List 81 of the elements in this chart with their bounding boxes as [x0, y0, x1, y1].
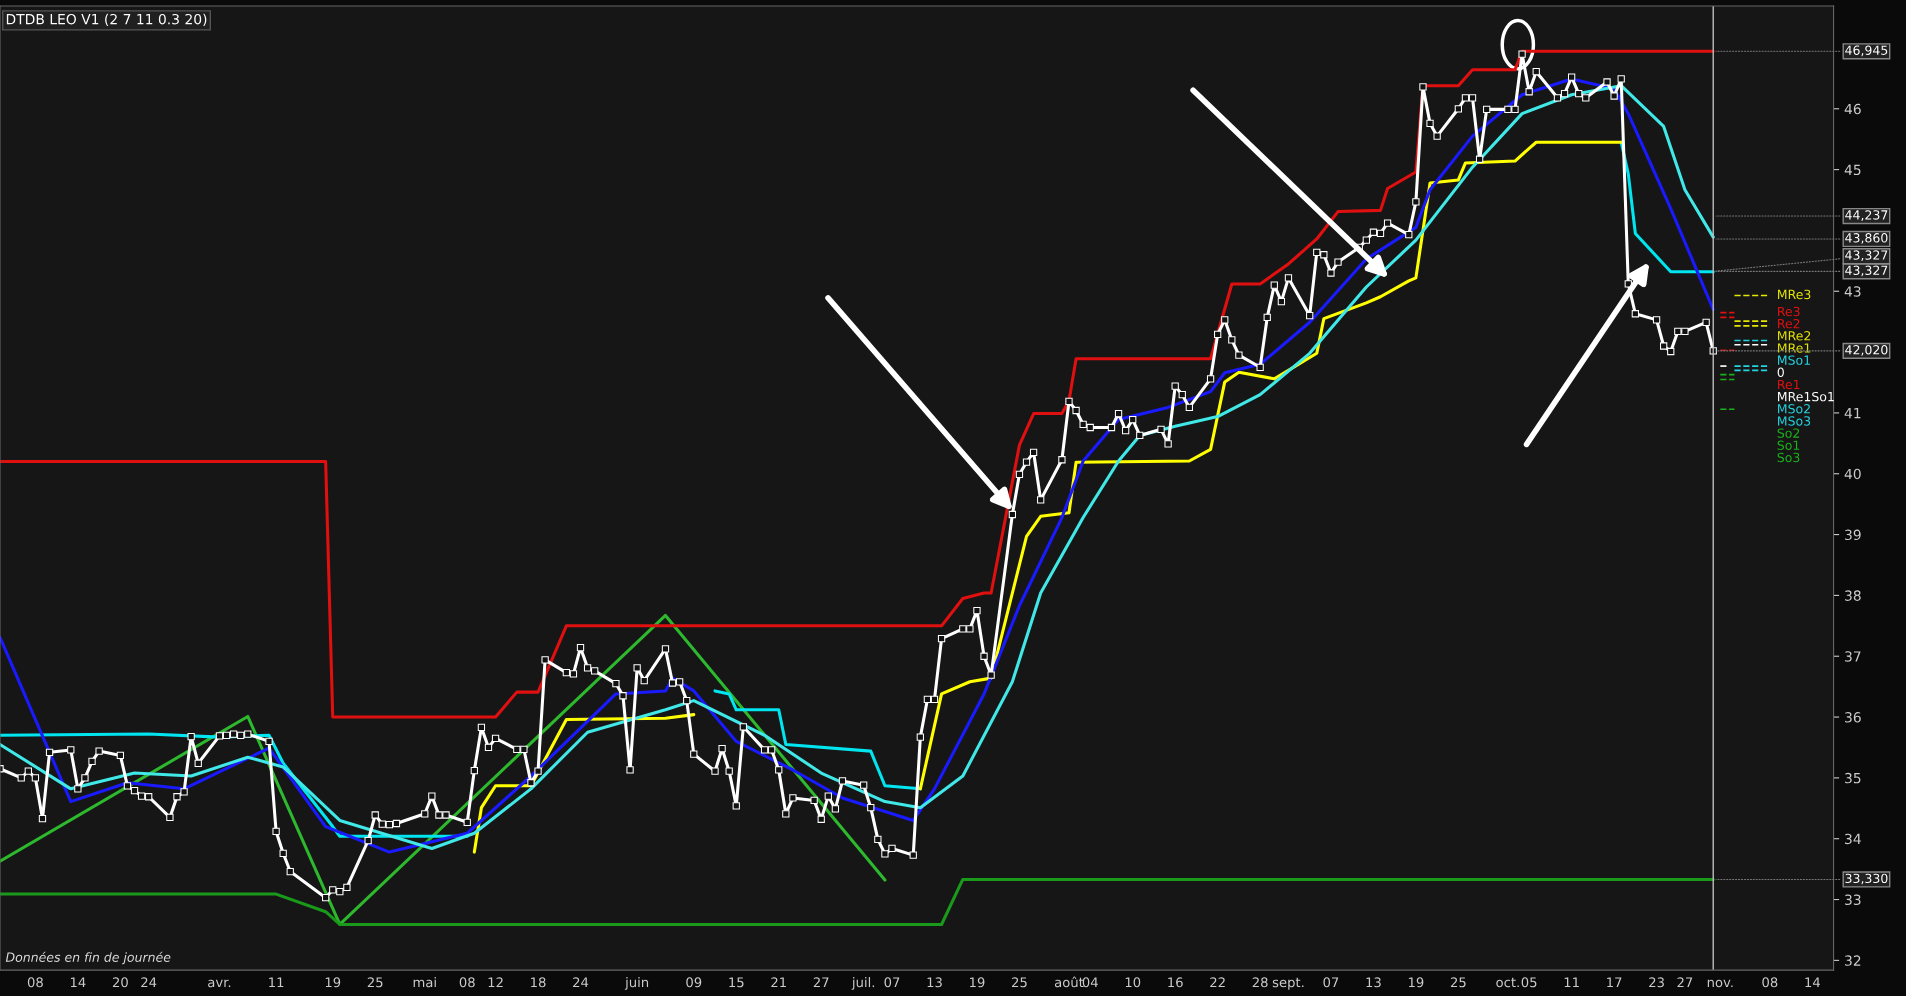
x-tick-label: 14: [1805, 977, 1820, 988]
x-tick-label: 16: [1168, 977, 1183, 988]
x-tick-label: 22: [1210, 977, 1225, 988]
x-tick-label: 05: [1521, 977, 1537, 988]
y-tick-label: 33: [1845, 894, 1861, 906]
y-tick-label: 43: [1844, 286, 1861, 297]
annotation: Données en fin de journée: [5, 951, 171, 965]
x-tick-label: nov.: [1707, 979, 1733, 988]
x-tick-label: 20: [112, 977, 128, 988]
x-tick-label: 25: [1012, 977, 1027, 988]
series-label: 0: [1777, 367, 1784, 378]
series-label: MRe2: [1778, 331, 1811, 341]
x-tick-label: 27: [813, 977, 829, 988]
x-tick-label: 15: [729, 977, 744, 988]
x-tick-label: 13: [1366, 977, 1381, 988]
x-tick-label: 19: [1408, 977, 1424, 988]
line-series: [0, 877, 1715, 927]
series-label: MRe1: [1778, 343, 1811, 353]
annotation: 43,327: [1845, 265, 1888, 277]
x-tick-label: août: [1054, 976, 1084, 988]
x-tick-label: 09: [686, 977, 702, 988]
y-tick-label: 41: [1844, 408, 1861, 419]
x-tick-label: 19: [325, 977, 341, 988]
annotation: 33,330: [1845, 873, 1888, 885]
x-tick-label: 08: [1762, 977, 1778, 988]
x-tick-label: 12: [488, 977, 503, 988]
series-label: MRe3: [1778, 289, 1811, 300]
text: Re1: [1778, 379, 1800, 390]
x-tick-label: 10: [1125, 977, 1141, 988]
x-tick-label: mai: [413, 977, 436, 988]
x-tick-label: 07: [884, 977, 900, 988]
text: DTDB LEO V1 (2 7 11 0.3 20): [6, 13, 207, 27]
annotation: 43,860: [1845, 233, 1888, 244]
annotation: 44,237: [1845, 210, 1888, 221]
text: So2: [1777, 428, 1800, 438]
text: MRe1So1: [1778, 391, 1834, 402]
y-tick-label: 34: [1845, 833, 1861, 845]
x-tick-label: 21: [771, 977, 786, 988]
text: MSo3: [1778, 416, 1811, 426]
text: So1: [1777, 440, 1800, 450]
text: Re2: [1778, 318, 1800, 329]
x-tick-label: 24: [573, 977, 589, 988]
y-tick-label: 32: [1845, 955, 1861, 966]
x-tick-label: 13: [927, 977, 942, 988]
x-tick-label: sept.: [1272, 977, 1304, 990]
annotation: 42,020: [1845, 345, 1888, 356]
x-tick-label: juil.: [851, 977, 875, 990]
x-tick-label: 18: [531, 977, 546, 988]
x-tick-label: 11: [1564, 977, 1579, 988]
y-tick-label: 37: [1845, 651, 1861, 662]
x-tick-label: 25: [367, 977, 383, 988]
text: MSo2: [1778, 404, 1810, 414]
x-tick-label: 04: [1082, 977, 1098, 988]
x-tick-label: 11: [269, 977, 284, 988]
line-series: [0, 49, 1715, 719]
x-tick-label: 19: [970, 977, 985, 988]
text: So3: [1777, 452, 1800, 463]
text: Re3: [1778, 306, 1800, 317]
y-tick-label: 46: [1844, 103, 1861, 115]
y-tick-label: 45: [1844, 164, 1861, 176]
y-tick-label: 36: [1845, 712, 1861, 723]
x-tick-label: 07: [1323, 977, 1339, 988]
x-tick-label: 27: [1677, 977, 1693, 988]
x-tick-label: 08: [27, 977, 43, 988]
y-tick-label: 40: [1844, 468, 1861, 480]
y-tick-label: 35: [1845, 772, 1861, 784]
x-tick-label: 25: [1450, 977, 1466, 988]
x-tick-label: 14: [70, 977, 86, 988]
x-tick-label: 24: [141, 977, 157, 988]
y-tick-label: 38: [1845, 590, 1861, 601]
annotation: 43,327: [1845, 250, 1888, 262]
y-tick-label: 39: [1845, 529, 1861, 541]
annotation: 46,945: [1845, 45, 1888, 57]
x-tick-label: 28: [1252, 977, 1268, 988]
x-tick-label: juin: [624, 977, 649, 990]
x-tick-label: oct.: [1496, 977, 1519, 988]
x-tick-label: avr.: [208, 979, 231, 988]
x-tick-label: 23: [1649, 977, 1664, 988]
series-label: MSo1: [1778, 355, 1810, 365]
x-tick-label: 17: [1607, 977, 1622, 988]
x-tick-label: 08: [459, 977, 475, 988]
